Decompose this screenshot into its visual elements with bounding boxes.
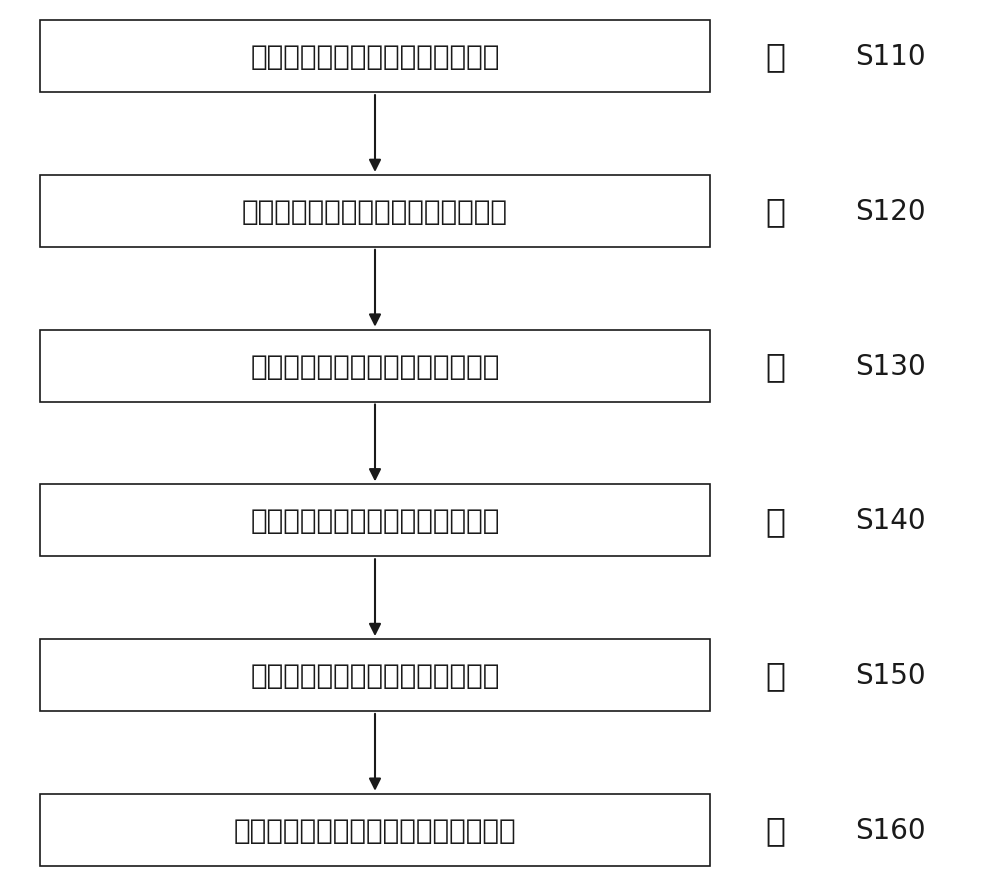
Text: ～: ～ [765,349,785,383]
Text: 对信道多途时延结构进行航迹分析: 对信道多途时延结构进行航迹分析 [250,661,500,689]
Text: S120: S120 [855,198,926,226]
Text: S160: S160 [855,816,926,844]
Text: S110: S110 [855,43,926,71]
Text: ～: ～ [765,658,785,692]
Text: 传播损失计算与信号幅度衰减分析: 传播损失计算与信号幅度衰减分析 [250,352,500,380]
Bar [40,21,710,93]
Text: S130: S130 [855,352,926,380]
Text: 对信道多途时延结构进行收发配置分析: 对信道多途时延结构进行收发配置分析 [234,816,516,844]
Text: 自相关分析提取出目标的时延差结构: 自相关分析提取出目标的时延差结构 [242,198,508,226]
Bar [40,639,710,711]
Text: 对信道多途时延结构进行环境分析: 对信道多途时延结构进行环境分析 [250,507,500,535]
Bar [40,485,710,557]
Text: ～: ～ [765,195,785,228]
Text: ～: ～ [765,813,785,846]
Text: S140: S140 [855,507,926,535]
Bar [40,176,710,248]
Text: S150: S150 [855,661,926,689]
Text: 进行基于声线理论的水声信道建模: 进行基于声线理论的水声信道建模 [250,43,500,71]
Bar [40,794,710,866]
Bar [40,330,710,402]
Text: ～: ～ [765,40,785,74]
Text: ～: ～ [765,504,785,537]
